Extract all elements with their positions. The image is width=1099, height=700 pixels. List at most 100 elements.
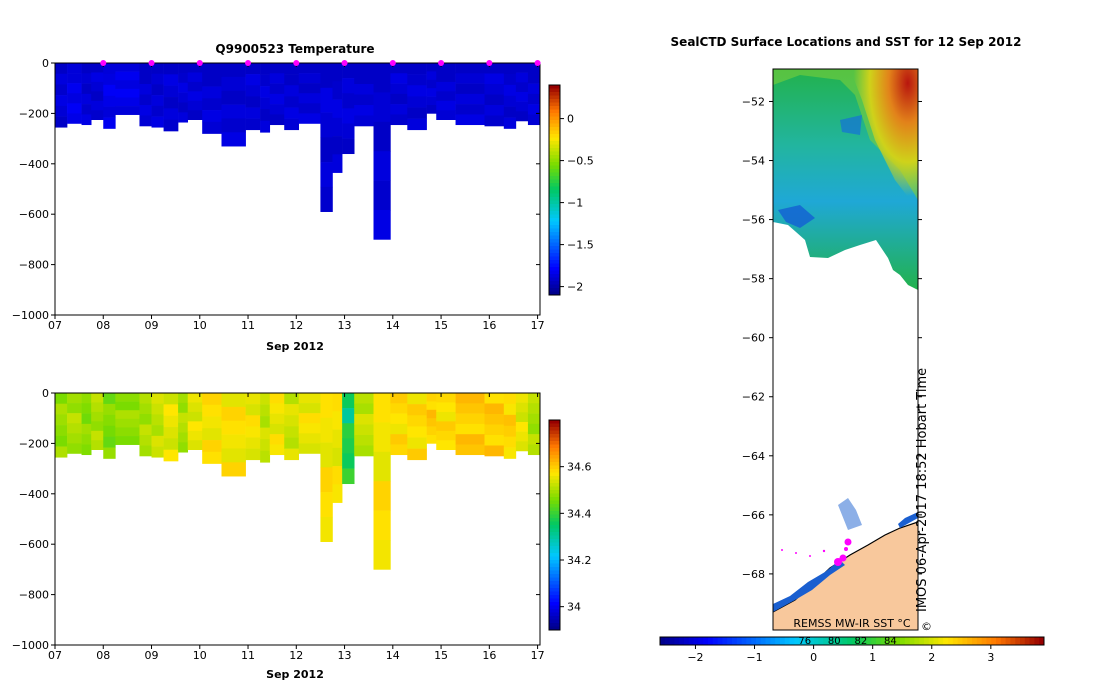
profile-cell (515, 402, 529, 413)
profile-cell (426, 426, 437, 436)
profile-cell (354, 84, 374, 95)
profile-cell (407, 404, 427, 416)
profile-marker (341, 60, 348, 66)
profile-cell (187, 411, 203, 422)
profile-cell (455, 393, 485, 404)
sst-colorbar-segment (967, 637, 973, 645)
profile-cell (269, 83, 285, 95)
profile-cell (515, 101, 529, 112)
profile-cell (103, 95, 116, 107)
profile-marker (245, 60, 252, 66)
profile-cell (436, 91, 456, 102)
sst-colorbar-segment (895, 637, 901, 645)
sst-colorbar-segment (924, 637, 930, 645)
profile-cell (373, 63, 391, 93)
sst-colorbar-segment (775, 637, 781, 645)
profile-cell (67, 93, 82, 104)
profile-cell (269, 104, 285, 115)
sst-colorbar-segment (674, 637, 680, 645)
coastal-sst-strip-east (898, 512, 918, 528)
profile-cell (163, 74, 179, 86)
sst-colorbar-tick-label: 3 (987, 651, 994, 664)
x-tick-label: 12 (289, 649, 303, 662)
profile-cell (163, 393, 179, 405)
sst-colorbar-segment (664, 637, 671, 645)
profile-cell (187, 402, 203, 413)
sst-colorbar-segment (948, 637, 954, 645)
profile-cell (342, 108, 355, 124)
colorbar-segment (549, 225, 560, 229)
profile-cell (115, 97, 140, 107)
profile-cell (503, 436, 517, 448)
profile-cell (67, 413, 82, 424)
colorbar-segment (549, 476, 560, 480)
profile-cell (91, 402, 104, 413)
profile-cell (436, 421, 456, 432)
sst-colorbar-segment (842, 637, 848, 645)
x-tick-label: 08 (96, 649, 110, 662)
profile-cell (187, 421, 203, 432)
sst-colorbar-segment (703, 637, 709, 645)
profile-cell (484, 115, 505, 127)
colorbar-segment (549, 162, 560, 166)
profile-cell (515, 91, 529, 102)
profile-marker (293, 60, 300, 66)
x-tick-label: 09 (145, 649, 159, 662)
profile-cell (390, 73, 408, 84)
profile-cell (426, 418, 437, 427)
profile-cell (407, 448, 427, 461)
profile-cell (245, 74, 261, 86)
profile-cell (390, 83, 408, 95)
sst-colorbar-inner-label: 76 (798, 636, 811, 647)
profile-cell (115, 436, 140, 445)
profile-cell (269, 444, 285, 456)
temperature-colorbar: 0 −0.5 −1 −1.5 −2 (548, 84, 594, 296)
profile-cell (503, 414, 517, 427)
profile-cell (91, 430, 104, 441)
profile-cell (332, 136, 343, 155)
profile-cell (436, 411, 456, 422)
sst-colorbar-inner-label: 84 (884, 636, 897, 647)
x-tick-label: 15 (434, 649, 448, 662)
profile-cell (139, 94, 152, 106)
sst-colorbar-segment (900, 637, 906, 645)
profile-cell (284, 404, 300, 416)
colorbar-segment (549, 612, 560, 617)
salinity-x-axis: 07 08 09 10 11 12 13 14 15 16 17 (48, 393, 545, 662)
colorbar-tick-label: 0 (567, 113, 574, 126)
sst-colorbar-segment (938, 637, 944, 645)
profile-cell (115, 393, 140, 402)
colorbar-segment (549, 521, 560, 526)
profile-cell (221, 132, 246, 147)
latitude-tick-label: −58 (742, 273, 765, 286)
profile-cell (139, 115, 152, 127)
profile-cell (342, 393, 355, 409)
colorbar-segment (549, 239, 560, 243)
profile-cell (436, 110, 456, 120)
profile-cell (342, 93, 355, 109)
colorbar-segment (549, 542, 560, 547)
sst-colorbar-segment (986, 637, 992, 645)
profile-cell (284, 118, 300, 131)
colorbar-segment (549, 204, 560, 208)
profile-cell (503, 393, 517, 405)
profile-cell (284, 74, 300, 86)
colorbar-segment (549, 176, 560, 180)
profile-cell (515, 393, 529, 403)
colorbar-segment (549, 144, 560, 149)
profile-cell (484, 94, 505, 106)
profile-cell (151, 63, 164, 75)
profile-cell (426, 63, 437, 72)
profile-cell (373, 92, 391, 123)
colorbar-segment (549, 151, 560, 156)
profile-cell (103, 436, 116, 448)
sst-colorbar-segment (760, 637, 767, 645)
profile-cell (202, 74, 222, 87)
profile-cell (354, 63, 374, 74)
profile-cell (503, 63, 517, 75)
colorbar-segment (549, 437, 560, 442)
colorbar-segment (549, 232, 560, 236)
profile-cell (320, 87, 333, 113)
profile-cell (298, 83, 321, 94)
profile-cell (284, 415, 300, 427)
